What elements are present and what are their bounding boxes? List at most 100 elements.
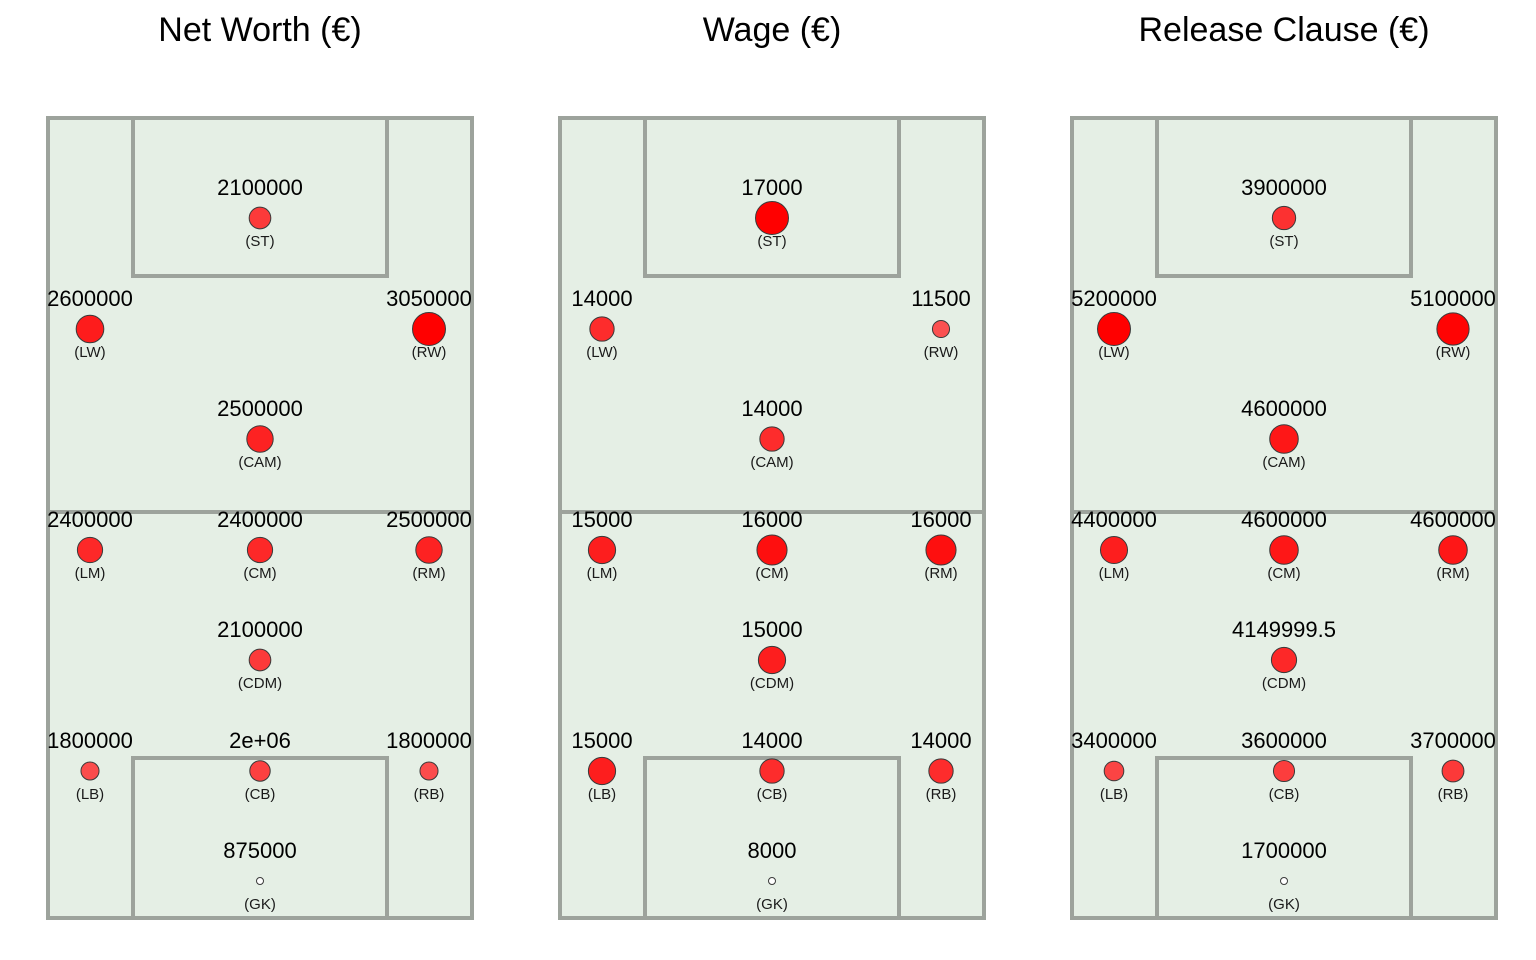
position-label-cb: (CB): [1269, 786, 1300, 803]
position-label-gk: (GK): [756, 896, 788, 913]
value-label-lb: 15000: [571, 728, 632, 753]
position-label-cdm: (CDM): [238, 675, 282, 692]
position-label-lb: (LB): [1100, 786, 1128, 803]
value-label-lm: 2400000: [47, 507, 133, 532]
point-rb: [419, 761, 439, 781]
point-cam: [759, 426, 785, 452]
position-label-rb: (RB): [926, 786, 957, 803]
position-label-rm: (RM): [412, 565, 445, 582]
position-label-cb: (CB): [757, 786, 788, 803]
bottom-penalty-box: [1155, 756, 1413, 920]
position-label-rb: (RB): [414, 786, 445, 803]
value-label-rm: 2500000: [386, 507, 472, 532]
point-cb: [249, 760, 271, 782]
value-label-rb: 3700000: [1410, 728, 1496, 753]
point-rm: [415, 536, 443, 564]
position-label-lb: (LB): [588, 786, 616, 803]
position-label-rw: (RW): [412, 344, 447, 361]
point-st: [1271, 205, 1297, 231]
point-cb: [759, 758, 785, 784]
top-penalty-box: [1155, 116, 1413, 278]
point-cm: [756, 534, 788, 566]
value-label-gk: 8000: [748, 838, 797, 863]
value-label-rb: 14000: [910, 728, 971, 753]
point-cam: [246, 425, 274, 453]
position-label-cm: (CM): [755, 565, 788, 582]
value-label-gk: 875000: [223, 838, 296, 863]
pitch-field: [558, 116, 986, 920]
value-label-cm: 2400000: [217, 507, 303, 532]
value-label-st: 2100000: [217, 175, 303, 200]
point-lb: [1103, 760, 1125, 782]
value-label-cam: 14000: [741, 396, 802, 421]
value-label-cm: 4600000: [1241, 507, 1327, 532]
point-rw: [412, 312, 446, 346]
point-lb: [587, 756, 617, 786]
value-label-st: 17000: [741, 175, 802, 200]
point-lw: [75, 314, 105, 344]
value-label-st: 3900000: [1241, 175, 1327, 200]
value-label-cb: 2e+06: [229, 728, 291, 753]
position-label-lw: (LW): [586, 344, 617, 361]
value-label-lw: 14000: [571, 286, 632, 311]
point-cm: [246, 536, 274, 564]
value-label-cb: 14000: [741, 728, 802, 753]
position-label-lm: (LM): [587, 565, 618, 582]
value-label-lb: 1800000: [47, 728, 133, 753]
point-cm: [1269, 535, 1299, 565]
value-label-rw: 11500: [911, 286, 971, 311]
position-label-cam: (CAM): [238, 454, 281, 471]
point-rb: [1441, 759, 1465, 783]
point-cdm: [757, 645, 787, 675]
point-cdm: [1270, 646, 1298, 674]
position-label-gk: (GK): [1268, 896, 1300, 913]
panel-net-worth: Net Worth (€) 2100000 (ST) 2600000 (LW) 30500…: [46, 11, 474, 920]
value-label-cb: 3600000: [1241, 728, 1327, 753]
pitch-field: [46, 116, 474, 920]
point-rb: [928, 758, 954, 784]
position-label-st: (ST): [245, 233, 274, 250]
value-label-rw: 5100000: [1410, 286, 1496, 311]
value-label-gk: 1700000: [1241, 838, 1327, 863]
value-label-lw: 2600000: [47, 286, 133, 311]
position-label-cam: (CAM): [1262, 454, 1305, 471]
value-label-cam: 4600000: [1241, 396, 1327, 421]
value-label-rw: 3050000: [386, 286, 472, 311]
position-label-cam: (CAM): [750, 454, 793, 471]
point-lw: [1097, 312, 1131, 346]
point-st: [248, 206, 272, 230]
position-label-rm: (RM): [924, 565, 957, 582]
position-label-lb: (LB): [76, 786, 104, 803]
value-label-lb: 3400000: [1071, 728, 1157, 753]
point-lm: [1099, 535, 1129, 565]
value-label-cdm: 2100000: [217, 617, 303, 642]
position-label-lm: (LM): [75, 565, 106, 582]
value-label-rm: 16000: [910, 507, 971, 532]
position-label-lm: (LM): [1099, 565, 1130, 582]
position-label-lw: (LW): [74, 344, 105, 361]
value-label-cm: 16000: [741, 507, 802, 532]
value-label-lm: 4400000: [1071, 507, 1157, 532]
position-label-cb: (CB): [245, 786, 276, 803]
point-cb: [1272, 759, 1296, 783]
position-label-st: (ST): [757, 233, 786, 250]
point-st: [755, 201, 789, 235]
top-penalty-box: [643, 116, 901, 278]
value-label-cam: 2500000: [217, 396, 303, 421]
position-label-rw: (RW): [924, 344, 959, 361]
bottom-penalty-box: [643, 756, 901, 920]
pitch-field: [1070, 116, 1498, 920]
value-label-rm: 4600000: [1410, 507, 1496, 532]
value-label-cdm: 4149999.5: [1232, 617, 1336, 642]
point-lb: [80, 761, 100, 781]
position-label-lw: (LW): [1098, 344, 1129, 361]
position-label-gk: (GK): [244, 896, 276, 913]
position-label-rm: (RM): [1436, 565, 1469, 582]
position-label-cdm: (CDM): [1262, 675, 1306, 692]
bottom-penalty-box: [131, 756, 389, 920]
point-rw: [931, 319, 951, 339]
point-rw: [1436, 312, 1470, 346]
point-cdm: [248, 648, 272, 672]
position-label-cm: (CM): [1267, 565, 1300, 582]
position-label-rw: (RW): [1436, 344, 1471, 361]
